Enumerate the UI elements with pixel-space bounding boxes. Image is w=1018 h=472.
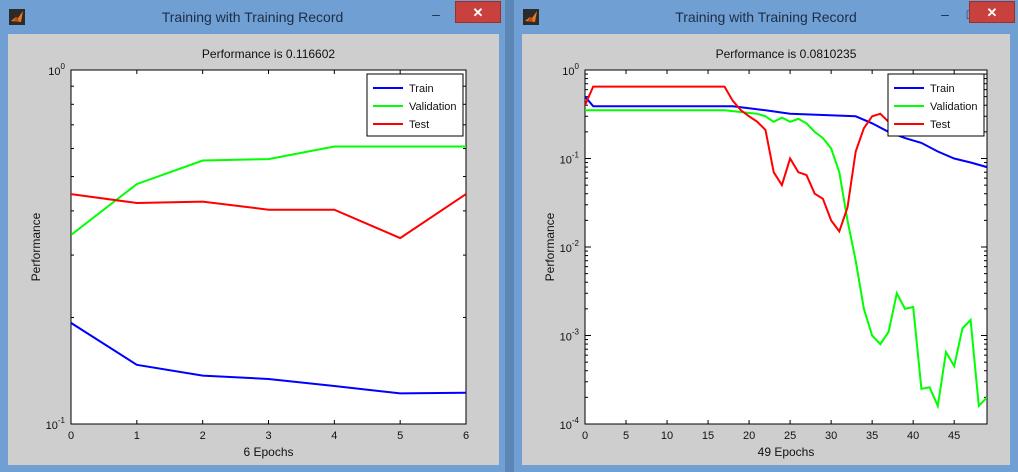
x-tick-label: 6 <box>463 430 469 442</box>
x-tick-label: 10 <box>661 430 673 442</box>
y-tick-exponent: 0 <box>575 62 580 71</box>
y-tick-exponent: -4 <box>572 416 580 425</box>
x-axis-label: 6 Epochs <box>243 445 293 459</box>
window-title: Training with Training Record <box>161 9 344 25</box>
y-tick-label: 100 <box>48 62 65 78</box>
y-axis-label: Performance <box>543 212 557 281</box>
y-tick-exponent: -3 <box>572 328 580 337</box>
figure-area: Performance is 0.116602 0 1 2 3 4 5 6 10-1 100 6 E… <box>8 34 499 465</box>
x-tick-label: 20 <box>743 430 755 442</box>
x-tick-label: 15 <box>702 430 714 442</box>
y-tick-label: 10-1 <box>46 416 66 432</box>
y-tick-exponent: 0 <box>61 62 66 71</box>
x-tick-label: 3 <box>265 430 271 442</box>
y-tick-base: 10 <box>48 66 60 78</box>
y-axis-label: Performance <box>29 212 43 281</box>
x-tick-label: 5 <box>623 430 629 442</box>
y-tick-base: 10 <box>560 243 572 255</box>
legend-label: Test <box>930 119 950 131</box>
x-tick-label: 35 <box>866 430 878 442</box>
y-tick-label: 100 <box>562 62 579 78</box>
x-tick-label: 40 <box>907 430 919 442</box>
window-left: Training with Training Record – □ ✕ Perf… <box>0 0 505 472</box>
x-tick-label: 2 <box>200 430 206 442</box>
matlab-icon <box>9 9 25 25</box>
y-tick-base: 10 <box>560 332 572 344</box>
y-tick-base: 10 <box>46 420 58 432</box>
legend-label: Test <box>409 119 429 131</box>
close-button[interactable]: ✕ <box>455 1 501 23</box>
close-button[interactable]: ✕ <box>969 1 1015 23</box>
x-tick-label: 45 <box>948 430 960 442</box>
x-tick-label: 0 <box>582 430 588 442</box>
legend-label: Validation <box>409 101 457 113</box>
legend-label: Validation <box>930 101 978 113</box>
performance-plot: Performance is 0.0810235 0 5 10 15 20 25 30 35 40… <box>543 47 988 459</box>
y-tick-label: 10-1 <box>560 151 580 167</box>
x-tick-label: 5 <box>397 430 403 442</box>
title-bar[interactable]: Training with Training Record – □ ✕ <box>0 0 505 34</box>
y-tick-label: 10-3 <box>560 328 580 344</box>
y-tick-base: 10 <box>562 66 574 78</box>
x-tick-label: 0 <box>68 430 74 442</box>
y-tick-label: 10-2 <box>560 239 580 255</box>
x-tick-label: 25 <box>784 430 796 442</box>
y-tick-exponent: -2 <box>572 239 580 248</box>
figure-area: Performance is 0.0810235 0 5 10 15 20 25 30 35 40… <box>522 34 1010 465</box>
y-tick-exponent: -1 <box>58 416 66 425</box>
legend-label: Train <box>409 83 434 95</box>
chart-title: Performance is 0.116602 <box>202 47 336 61</box>
series-train-line <box>71 322 466 395</box>
y-tick-base: 10 <box>560 155 572 167</box>
y-tick-base: 10 <box>560 420 572 432</box>
series-validation-line <box>585 109 987 410</box>
window-right: Training with Training Record – □ ✕ Perf… <box>514 0 1018 472</box>
x-axis-label: 49 Epochs <box>758 445 815 459</box>
series-test-line <box>71 193 466 240</box>
window-title: Training with Training Record <box>675 9 857 25</box>
title-bar[interactable]: Training with Training Record – □ ✕ <box>514 0 1018 34</box>
x-tick-label: 1 <box>134 430 140 442</box>
series-validation-line <box>71 145 466 236</box>
minimize-button[interactable]: – <box>432 6 440 22</box>
x-tick-label: 4 <box>331 430 337 442</box>
matlab-icon <box>523 9 539 25</box>
legend-label: Train <box>930 83 955 95</box>
minimize-button[interactable]: – <box>941 6 949 22</box>
x-tick-label: 30 <box>825 430 837 442</box>
y-tick-exponent: -1 <box>572 151 580 160</box>
chart-title: Performance is 0.0810235 <box>716 47 857 61</box>
y-tick-label: 10-4 <box>560 416 580 432</box>
